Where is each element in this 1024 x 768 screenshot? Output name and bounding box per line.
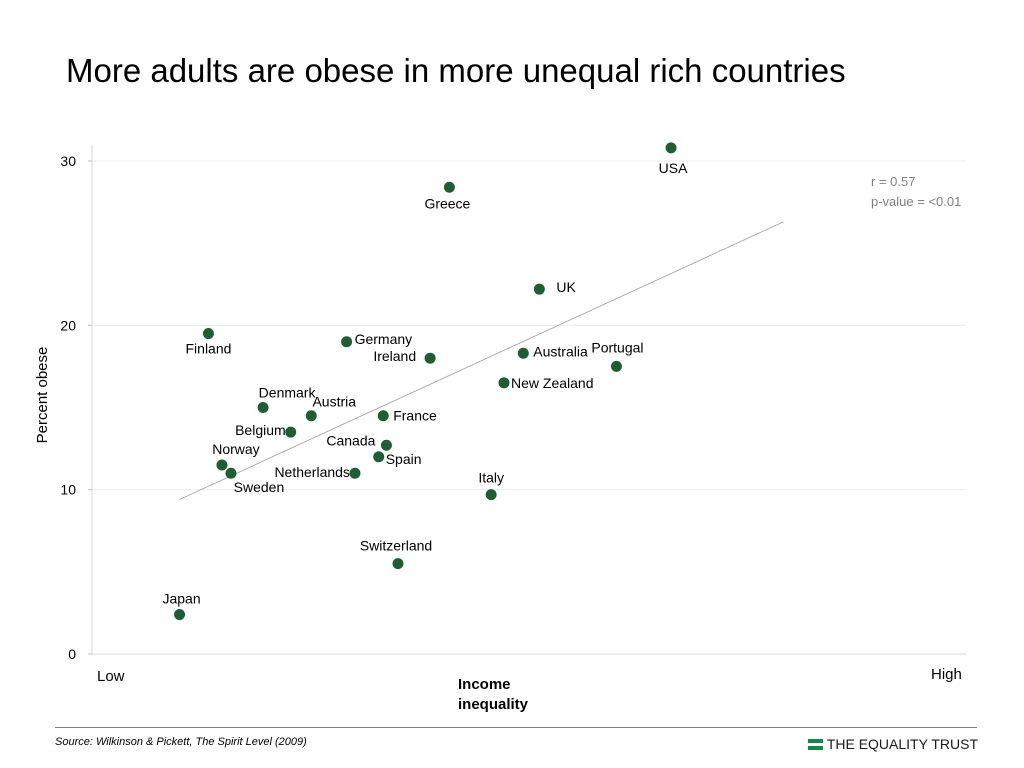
data-point: [392, 558, 404, 570]
trendline: [179, 221, 784, 500]
point-label: Austria: [312, 394, 356, 410]
point-label: Belgium: [235, 422, 286, 438]
point-label: New Zealand: [511, 375, 594, 391]
data-point: [305, 410, 317, 422]
stats-annotation: p-value = <0.01: [871, 194, 961, 209]
point-label: Canada: [326, 432, 375, 448]
point-label: Norway: [212, 441, 259, 457]
brand-logo: THE EQUALITY TRUST: [807, 736, 978, 752]
point-label: Denmark: [259, 385, 317, 401]
point-label: Finland: [186, 341, 232, 357]
data-point: [485, 489, 497, 501]
data-point: [349, 467, 361, 479]
y-axis-label: Percent obese: [34, 347, 51, 444]
point-label: UK: [556, 279, 576, 295]
point-label: Ireland: [373, 348, 416, 364]
point-label: Italy: [478, 470, 504, 486]
x-axis-label: inequality: [458, 696, 529, 713]
data-point: [341, 336, 353, 348]
data-point: [533, 283, 545, 295]
point-label: Greece: [424, 195, 470, 211]
x-axis-label: Income: [458, 676, 511, 693]
point-label: USA: [659, 160, 688, 176]
point-label: Germany: [355, 331, 413, 347]
data-point: [257, 402, 269, 413]
point-label: Sweden: [234, 479, 285, 495]
brand-name: THE EQUALITY TRUST: [826, 736, 978, 752]
data-point: [610, 360, 622, 372]
data-point: [225, 467, 237, 479]
point-label: Japan: [162, 591, 200, 607]
point-label: Australia: [533, 343, 588, 359]
data-point: [377, 410, 389, 422]
data-point: [174, 609, 186, 621]
x-high-label: High: [931, 666, 962, 683]
point-label: Spain: [386, 451, 422, 467]
slide-title: More adults are obese in more unequal ri…: [66, 52, 846, 89]
point-label: France: [393, 408, 437, 424]
data-point: [373, 451, 385, 463]
y-tick-label: 0: [68, 646, 76, 662]
equality-trust-logo-icon: [807, 738, 823, 750]
data-point: [517, 347, 529, 359]
data-point: [216, 459, 228, 471]
data-point: [443, 181, 455, 193]
x-low-label: Low: [97, 668, 125, 685]
data-point: [665, 142, 677, 154]
point-label: Netherlands: [274, 464, 350, 480]
point-label: Switzerland: [360, 538, 432, 554]
data-point: [498, 377, 510, 389]
y-tick-label: 10: [60, 482, 76, 498]
stats-annotation: r = 0.57: [871, 174, 915, 189]
footer-divider: [55, 727, 977, 728]
y-tick-label: 20: [60, 317, 76, 333]
data-point: [380, 439, 392, 451]
source-citation: Source: Wilkinson & Pickett, The Spirit …: [55, 736, 307, 748]
data-point: [202, 328, 214, 340]
data-point: [424, 352, 436, 364]
point-label: Portugal: [591, 339, 643, 355]
y-tick-label: 30: [60, 153, 76, 169]
data-point: [285, 426, 297, 438]
